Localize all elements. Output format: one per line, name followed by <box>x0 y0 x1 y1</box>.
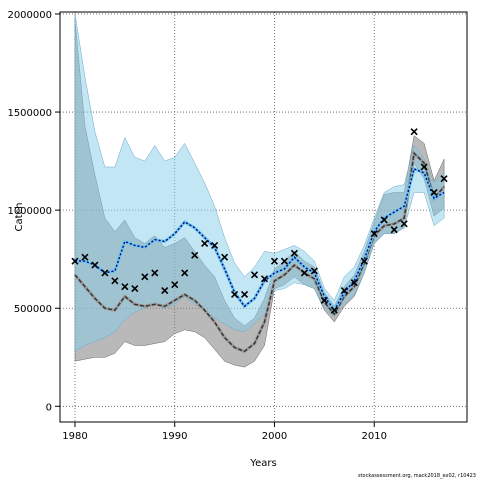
marker-stroke <box>151 269 159 277</box>
marker-stroke <box>310 267 318 275</box>
observation-marker <box>151 269 159 277</box>
x-tick-label: 1980 <box>62 431 87 442</box>
marker-stroke <box>121 283 129 291</box>
observation-marker <box>320 296 328 304</box>
marker-stroke <box>330 306 338 314</box>
marker-stroke <box>131 285 139 293</box>
observation-marker <box>91 261 99 269</box>
observation-marker <box>420 163 428 171</box>
marker-stroke <box>440 175 448 183</box>
observation-marker <box>370 230 378 238</box>
observation-marker <box>360 257 368 265</box>
observation-marker <box>201 239 209 248</box>
band-blue <box>74 13 445 352</box>
observation-marker <box>410 128 418 136</box>
marker-stroke <box>420 163 428 171</box>
marker-stroke <box>290 249 298 257</box>
observation-marker <box>181 269 189 277</box>
observation-marker <box>211 241 219 250</box>
observation-marker <box>310 267 318 275</box>
marker-stroke <box>370 230 378 238</box>
marker-stroke <box>320 296 328 304</box>
observation-marker <box>81 253 89 261</box>
observation-marker <box>171 281 179 289</box>
observation-marker <box>330 306 338 314</box>
marker-stroke <box>171 281 179 289</box>
y-tick-label: 1500000 <box>7 108 52 119</box>
observation-marker <box>191 251 199 259</box>
marker-stroke <box>201 239 209 248</box>
series-line-blue-halo <box>75 166 445 313</box>
marker-stroke <box>260 275 269 283</box>
marker-stroke <box>340 286 348 295</box>
y-tick-label: 1000000 <box>7 206 52 217</box>
marker-stroke <box>101 269 109 277</box>
x-tick-label: 1990 <box>162 431 187 442</box>
observation-marker <box>131 285 139 293</box>
observation-marker <box>161 286 169 295</box>
observation-marker <box>221 253 229 261</box>
marker-stroke <box>270 257 279 265</box>
marker-stroke <box>161 286 169 295</box>
observation-marker <box>270 257 279 265</box>
marker-stroke <box>250 271 259 279</box>
observation-marker <box>260 275 269 283</box>
observation-marker <box>280 257 289 265</box>
observation-marker <box>141 273 149 281</box>
y-tick-label: 0 <box>46 402 52 413</box>
observation-markers <box>71 128 448 314</box>
marker-stroke <box>240 290 249 299</box>
marker-stroke <box>380 216 388 224</box>
marker-stroke <box>390 226 398 234</box>
observation-marker <box>71 257 79 265</box>
y-axis-title: Catch <box>14 203 25 232</box>
x-tick-label: 2010 <box>362 431 387 442</box>
observation-marker <box>111 277 119 285</box>
y-tick-label: 2000000 <box>7 10 52 21</box>
observation-marker <box>121 283 129 291</box>
observation-marker <box>380 216 388 224</box>
observation-marker <box>440 175 448 183</box>
plot-frame <box>59 11 468 423</box>
observation-marker <box>240 290 249 299</box>
marker-stroke <box>81 253 89 261</box>
marker-stroke <box>300 269 308 277</box>
axes: 1980 1990 2000 2010 0 500000 1000000 1500000 200… <box>7 10 387 442</box>
y-tick-label: 500000 <box>14 304 52 315</box>
marker-stroke <box>400 220 408 228</box>
marker-stroke <box>231 290 239 299</box>
marker-stroke <box>221 253 229 261</box>
marker-stroke <box>191 251 199 259</box>
marker-stroke <box>71 257 79 265</box>
marker-stroke <box>430 188 438 197</box>
observation-marker <box>231 290 239 299</box>
observation-marker <box>340 286 348 295</box>
observation-marker <box>390 226 398 234</box>
series-line-grey <box>74 151 445 353</box>
observation-marker <box>290 249 298 257</box>
marker-stroke <box>280 257 289 265</box>
marker-stroke <box>181 269 189 277</box>
marker-stroke <box>111 277 119 285</box>
x-tick-label: 2000 <box>262 431 287 442</box>
series-lines <box>73 150 446 354</box>
marker-stroke <box>211 241 219 250</box>
observation-marker <box>250 271 259 279</box>
observation-marker <box>350 279 358 287</box>
observation-marker <box>300 269 308 277</box>
confidence-bands <box>74 13 445 368</box>
marker-stroke <box>91 261 99 269</box>
marker-stroke <box>141 273 149 281</box>
observation-marker <box>430 188 438 197</box>
marker-stroke <box>360 257 368 265</box>
observation-marker <box>101 269 109 277</box>
credit-text: stockassessment.org, mack2018_ex02, r104… <box>357 473 476 479</box>
marker-stroke <box>350 279 358 287</box>
x-axis-title: Years <box>249 458 276 469</box>
marker-stroke <box>410 128 418 136</box>
observation-marker <box>400 220 408 228</box>
